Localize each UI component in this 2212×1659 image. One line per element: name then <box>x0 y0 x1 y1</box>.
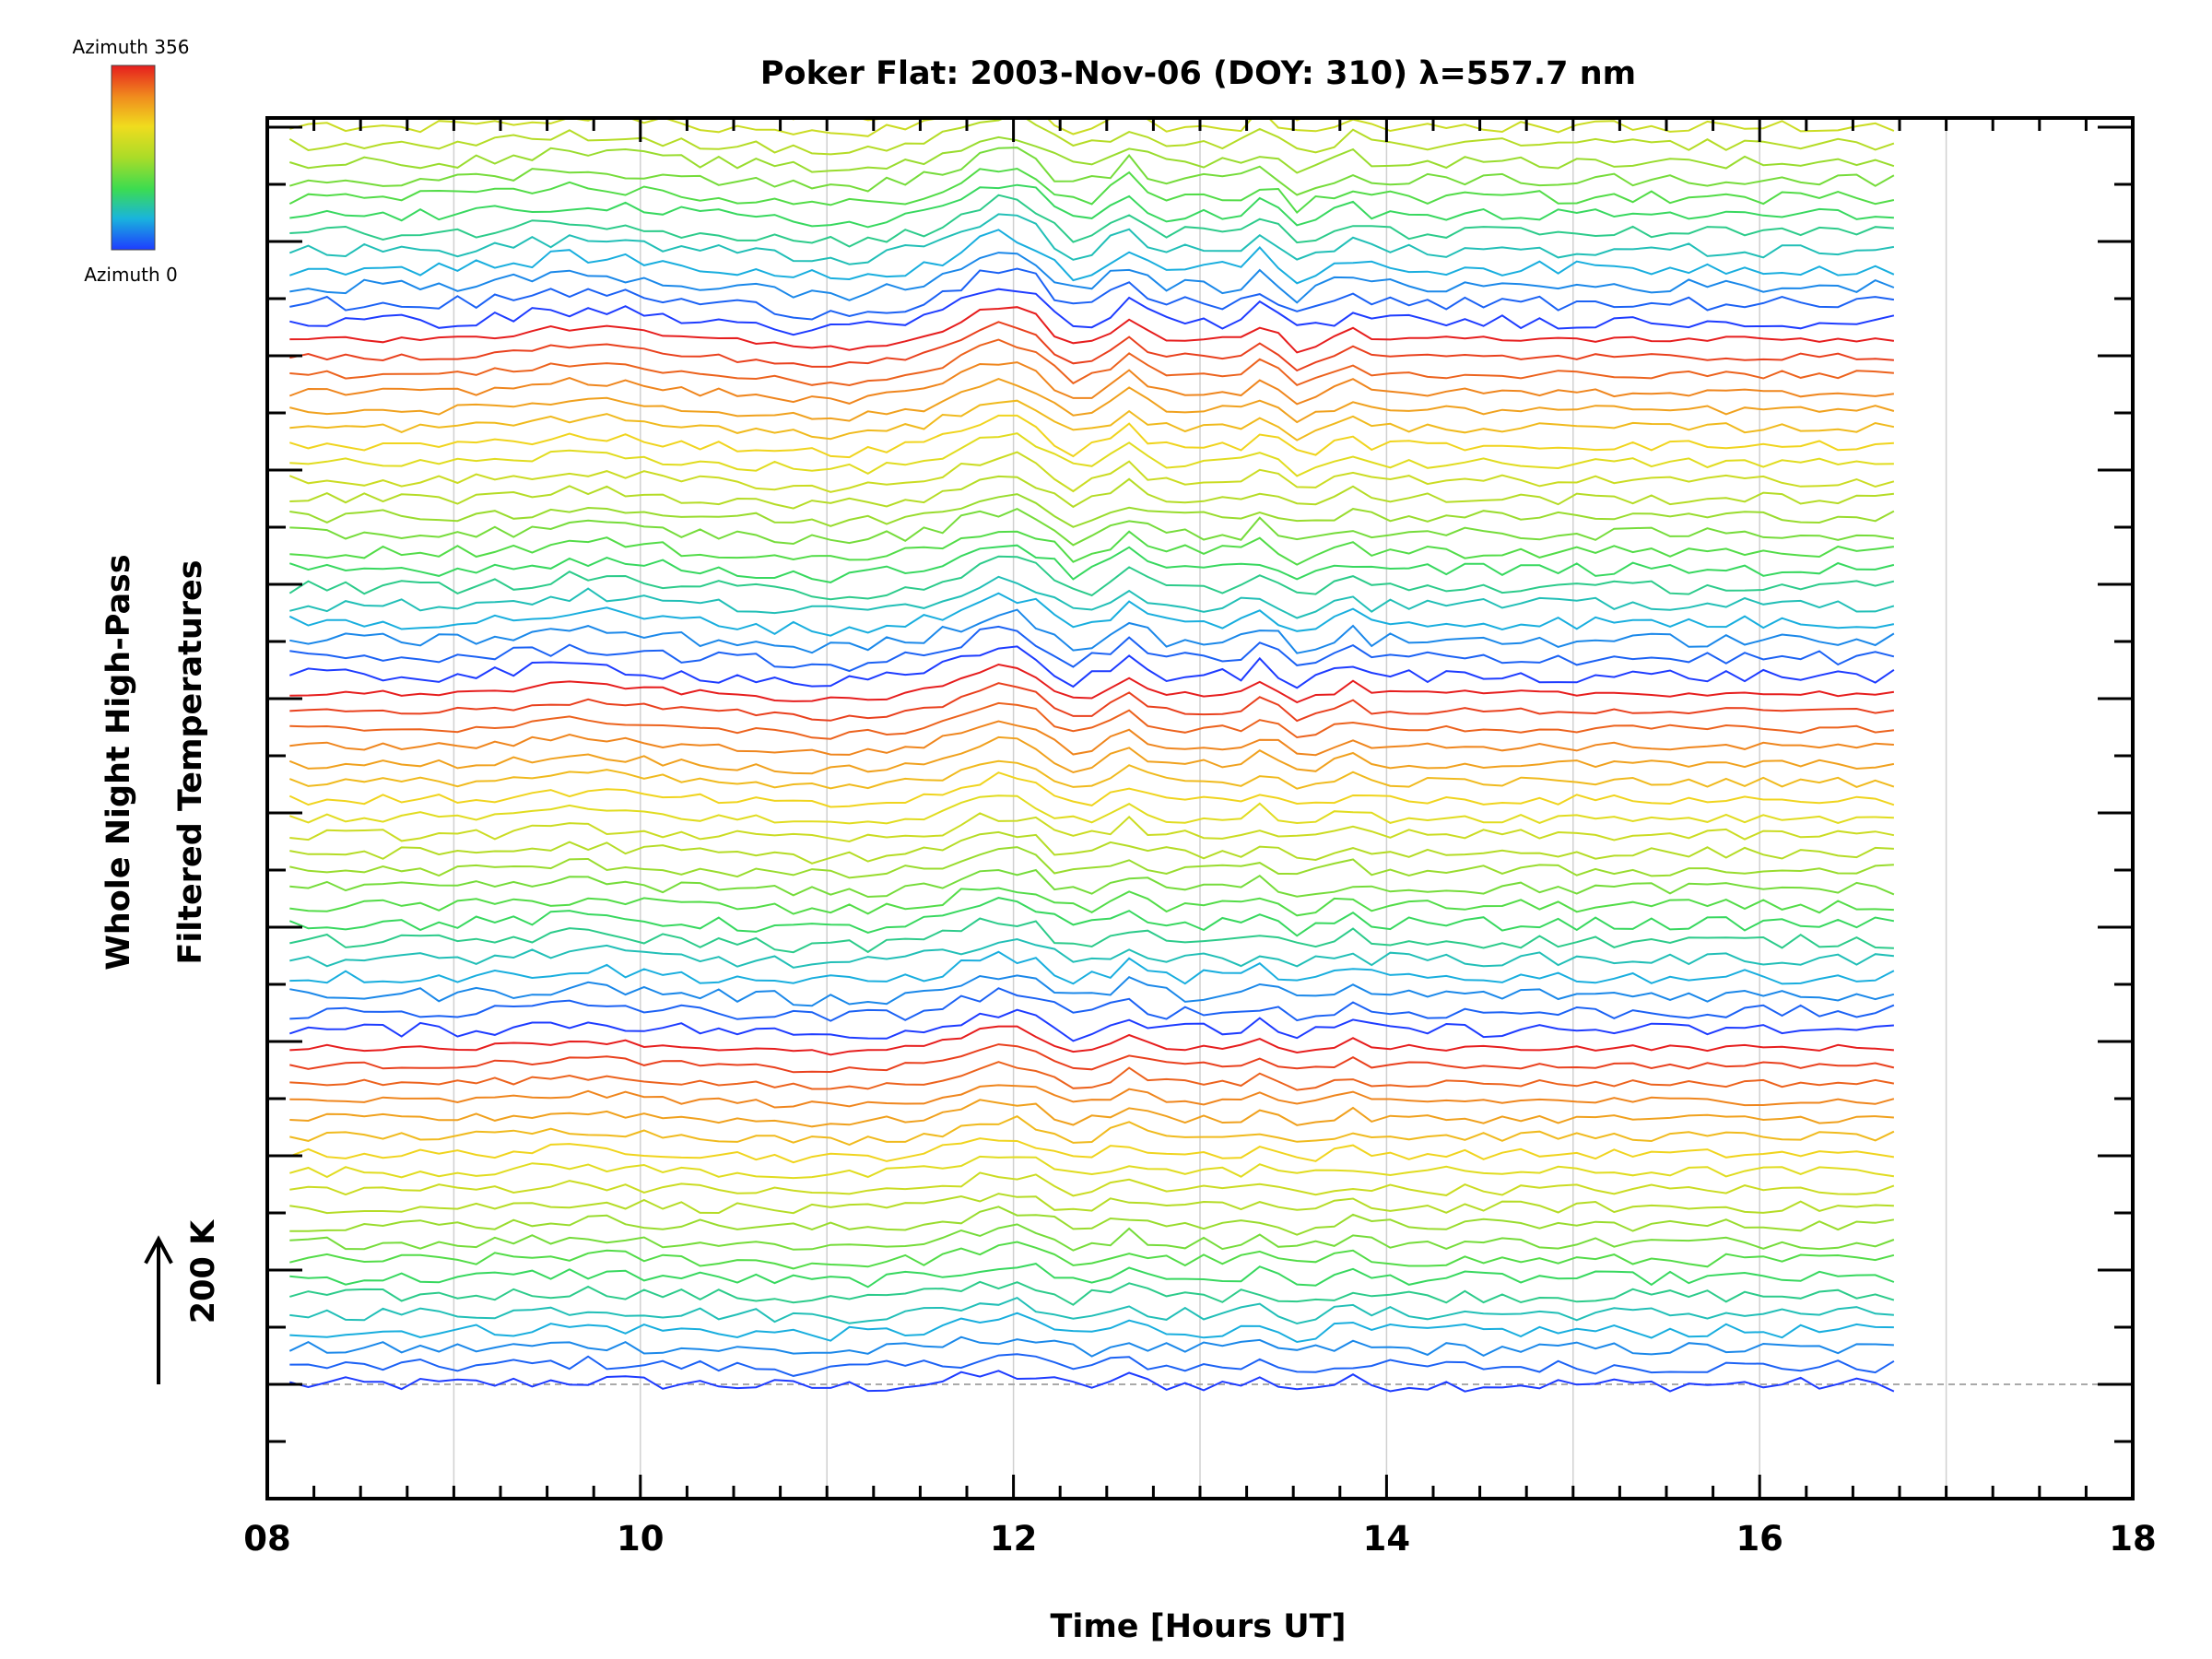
colorbar-top-label: Azimuth 356 <box>73 36 190 58</box>
temperature-trace <box>289 1263 1895 1288</box>
temperature-trace <box>289 267 1895 321</box>
temperature-trace <box>289 575 1895 619</box>
temperature-trace <box>289 830 1894 865</box>
colorbar-gradient <box>111 65 156 251</box>
temperature-trace <box>289 1025 1894 1056</box>
temperature-trace <box>288 897 1895 937</box>
temperature-trace <box>289 183 1894 229</box>
temperature-trace <box>289 288 1895 336</box>
temperature-trace <box>289 950 1895 985</box>
temperature-trace <box>289 0 1894 14</box>
temperature-trace <box>288 361 1895 406</box>
temperature-trace <box>289 378 1895 424</box>
temperature-trace <box>288 118 1895 156</box>
temperature-trace <box>289 414 1894 459</box>
axis-ticks <box>265 118 2135 1499</box>
temperature-trace <box>289 135 1895 174</box>
temperature-trace <box>289 1084 1895 1109</box>
temperature-trace <box>289 701 1895 740</box>
x-tick-label: 16 <box>1735 1519 1783 1559</box>
temperature-trace <box>289 1171 1895 1197</box>
y-axis-label-line2: Filtered Temperatures <box>172 559 209 964</box>
temperature-trace <box>288 544 1895 583</box>
temperature-trace <box>288 167 1895 215</box>
temperature-trace <box>289 1193 1894 1215</box>
temperature-trace <box>289 846 1894 879</box>
temperature-trace <box>289 1115 1895 1147</box>
temperature-trace <box>288 794 1894 825</box>
temperature-trace <box>289 987 1895 1022</box>
temperature-trace <box>289 1296 1894 1325</box>
x-tick-label: 18 <box>2109 1519 2157 1559</box>
x-tick-label: 08 <box>243 1519 291 1559</box>
temperature-trace <box>289 475 1895 510</box>
temperature-trace <box>289 720 1894 757</box>
temperature-trace <box>288 555 1895 601</box>
temperature-trace <box>289 812 1895 843</box>
temperature-trace <box>289 1370 1895 1393</box>
temperature-trace <box>289 1241 1895 1270</box>
temperature-trace <box>289 1312 1894 1344</box>
temperature-trace <box>289 1280 1895 1306</box>
temperature-trace <box>289 1061 1895 1091</box>
temperature-trace <box>289 608 1895 654</box>
temperature-trace <box>289 1223 1895 1252</box>
temperature-trace <box>289 1099 1894 1128</box>
temperature-trace <box>289 338 1894 387</box>
temperature-trace <box>289 321 1894 372</box>
temperature-trace <box>289 868 1895 899</box>
temperature-trace <box>289 663 1895 704</box>
colorbar-bottom-label: Azimuth 0 <box>84 264 178 286</box>
temperature-trace <box>289 917 1894 954</box>
temperature-trace <box>289 1043 1895 1074</box>
x-axis-label: Time [Hours UT] <box>1050 1608 1346 1645</box>
temperature-trace <box>289 625 1895 673</box>
temperature-trace <box>289 5 1894 48</box>
temperature-trace <box>288 1008 1894 1042</box>
temperature-traces <box>288 0 1895 1393</box>
temperature-trace <box>289 937 1895 969</box>
temperature-trace <box>289 118 1895 137</box>
scale-bar-arrow <box>144 1235 173 1384</box>
plot-frame <box>265 116 2135 1500</box>
y-axis-label-line1: Whole Night High-Pass <box>100 554 137 970</box>
temperature-trace <box>289 0 1894 34</box>
scale-bar-label: 200 K <box>185 1218 222 1324</box>
temperature-trace <box>289 432 1894 477</box>
temperature-trace <box>288 213 1895 265</box>
temperature-trace <box>288 759 1895 790</box>
temperature-trace <box>289 1353 1895 1377</box>
temperature-trace <box>288 735 1895 775</box>
temperature-trace <box>288 771 1895 808</box>
temperature-trace <box>289 194 1894 248</box>
temperature-trace <box>289 252 1895 304</box>
temperature-trace <box>288 1335 1894 1358</box>
temperature-trace <box>288 451 1895 493</box>
colorbar-legend: Azimuth 356 Azimuth 0 <box>73 36 190 286</box>
chart-title: Poker Flat: 2003-Nov-06 (DOY: 310) λ=557… <box>760 55 1636 92</box>
temperature-trace <box>289 887 1894 917</box>
temperature-trace <box>289 147 1895 196</box>
x-tick-label: 12 <box>990 1519 1038 1559</box>
temperature-trace <box>289 493 1895 528</box>
temperature-trace <box>289 974 1895 1007</box>
x-tick-labels: 08 10 12 14 16 18 <box>243 1519 2157 1559</box>
temperature-trace <box>288 592 1895 637</box>
temperature-trace <box>288 229 1895 285</box>
x-tick-label: 10 <box>617 1519 665 1559</box>
temperature-trace <box>289 682 1895 723</box>
temperature-trace <box>289 1155 1895 1180</box>
temperature-trace <box>288 645 1895 689</box>
temperature-trace <box>289 306 1895 354</box>
temperature-trace <box>289 399 1895 441</box>
temperature-trace <box>289 507 1895 547</box>
temperature-trace <box>289 530 1895 566</box>
temperature-trace <box>289 1206 1895 1236</box>
x-tick-label: 14 <box>1363 1519 1411 1559</box>
temperature-trace <box>288 1137 1895 1164</box>
